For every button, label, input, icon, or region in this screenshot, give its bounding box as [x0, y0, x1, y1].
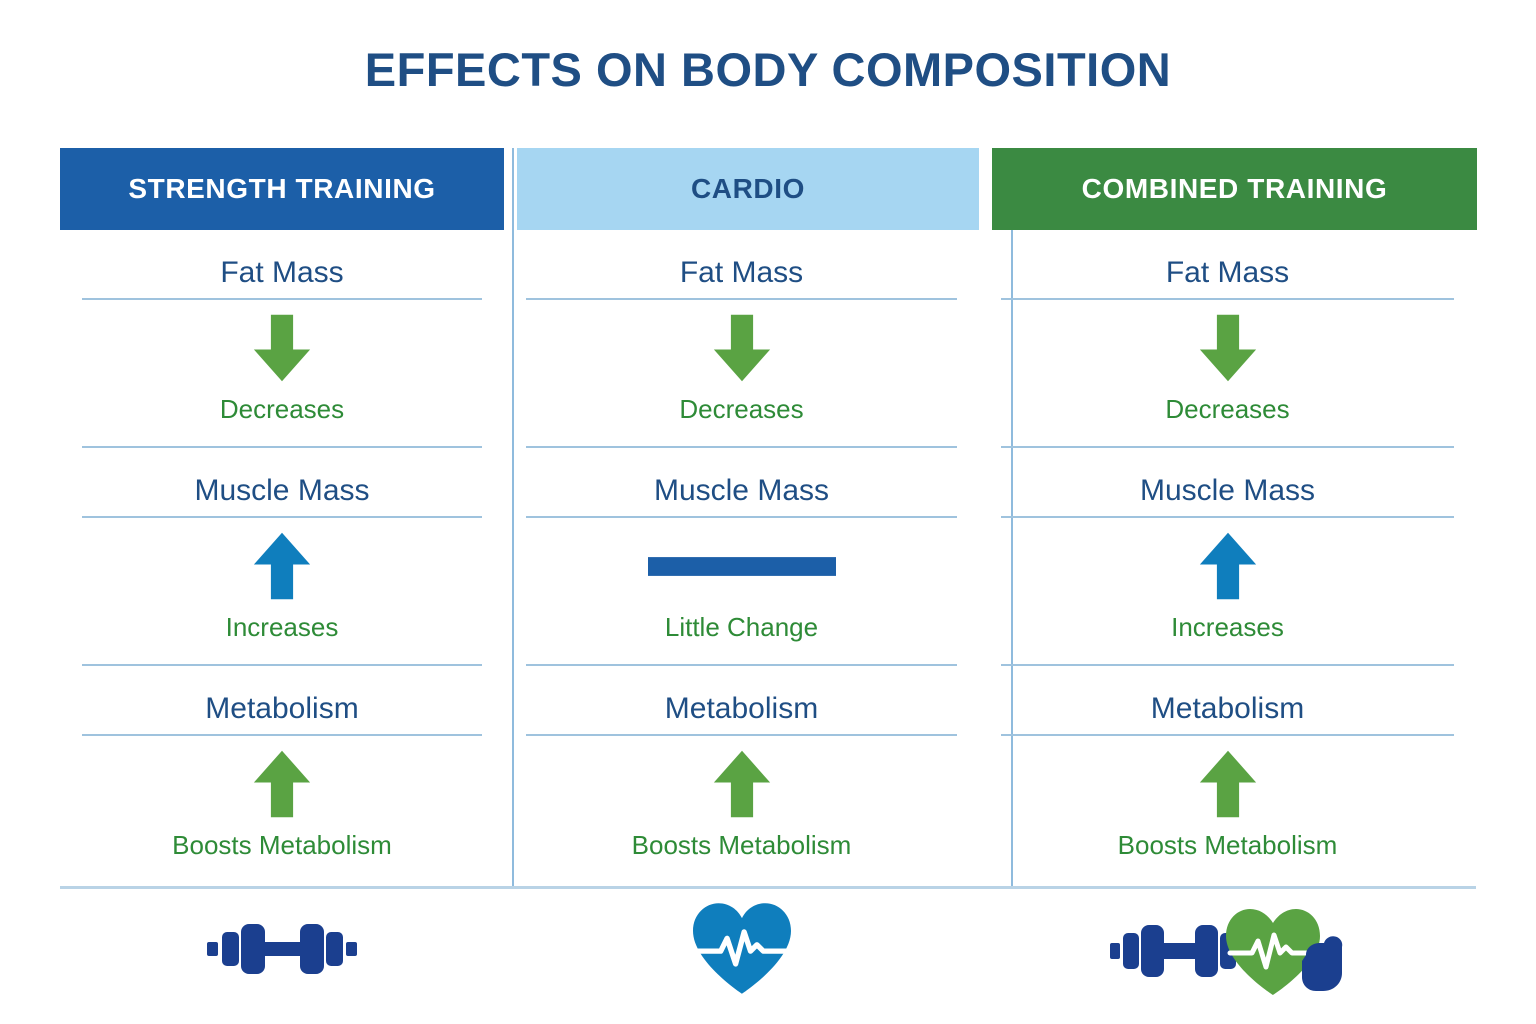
metric-section-metabolism: Metabolism Boosts Metabolism	[1001, 666, 1454, 882]
footer-divider	[60, 886, 1476, 889]
indicator-arrow-down-green	[1191, 300, 1265, 396]
indicator-arrow-down-green	[245, 300, 319, 396]
effect-label: Increases	[225, 612, 339, 642]
metric-underline	[82, 298, 482, 300]
heart-part	[1225, 909, 1320, 995]
metric-section-fat-mass: Fat Mass Decreases	[1001, 230, 1454, 448]
metric-label: Muscle Mass	[653, 474, 830, 507]
arrow-up-icon	[1199, 750, 1256, 818]
indicator-arrow-up-green	[705, 736, 779, 832]
metric-section-metabolism: Metabolism Boosts Metabolism	[526, 666, 957, 882]
footer-icon-cell-strength	[60, 889, 504, 1009]
section-divider	[526, 446, 957, 448]
effect-label: Decreases	[219, 394, 345, 424]
column-header-cardio: CARDIO	[517, 148, 979, 230]
effect-label: Boosts Metabolism	[1117, 830, 1338, 860]
effect-label: Little Change	[664, 612, 819, 642]
effect-label: Boosts Metabolism	[172, 830, 392, 860]
metric-underline	[1001, 734, 1454, 736]
footer-icon-cell-combined	[979, 889, 1476, 1009]
metric-label: Muscle Mass	[1139, 474, 1316, 507]
arrow-up-icon	[713, 750, 770, 818]
metric-underline	[82, 734, 482, 736]
metric-section-muscle-mass: Muscle Mass Increases	[82, 448, 482, 666]
indicator-arrow-up-blue	[1191, 518, 1265, 614]
heart-pulse-icon	[691, 903, 792, 994]
metric-underline	[1001, 298, 1454, 300]
arrow-down-icon	[253, 314, 311, 382]
indicator-arrow-up-green	[245, 736, 319, 832]
column-body-cardio: Fat Mass Decreases Muscle Mass	[504, 230, 979, 988]
metric-section-muscle-mass: Muscle Mass Little Change	[526, 448, 957, 666]
column-cardio: CARDIO Fat Mass Decreases Musc	[504, 148, 979, 988]
section-divider	[82, 446, 482, 448]
indicator-arrow-up-green	[1191, 736, 1265, 832]
column-header-combined-training: COMBINED TRAINING	[992, 148, 1477, 230]
page-title: EFFECTS ON BODY COMPOSITION	[364, 43, 1172, 96]
arrow-up-icon	[253, 750, 311, 818]
metric-label: Fat Mass	[679, 256, 804, 289]
metric-section-muscle-mass: Muscle Mass Increases	[1001, 448, 1454, 666]
column-combined-training: COMBINED TRAINING Fat Mass Decreases	[979, 148, 1477, 988]
comparison-board: STRENGTH TRAINING Fat Mass Decreases	[60, 148, 1477, 988]
footer-icon-cell-cardio	[504, 889, 979, 1009]
metric-section-metabolism: Metabolism Boosts Metabolism	[82, 666, 482, 882]
column-divider-2	[1011, 148, 1013, 888]
flat-bar-icon	[647, 556, 836, 576]
arrow-down-icon	[1199, 314, 1256, 382]
effect-label: Decreases	[1165, 394, 1290, 424]
fist-part	[1301, 936, 1342, 991]
metric-section-fat-mass: Fat Mass Decreases	[82, 230, 482, 448]
indicator-arrow-down-green	[705, 300, 779, 396]
indicator-arrow-up-blue	[245, 518, 319, 614]
effect-label: Boosts Metabolism	[631, 830, 852, 860]
metric-label: Metabolism	[1150, 692, 1305, 725]
section-divider	[82, 664, 482, 666]
effect-label: Decreases	[679, 394, 804, 424]
metric-underline	[1001, 516, 1454, 518]
section-divider	[1001, 664, 1454, 666]
column-divider-1	[512, 148, 514, 888]
dumbbell-heart-fist-icon	[1109, 909, 1342, 995]
column-header-strength-training: STRENGTH TRAINING	[60, 148, 504, 230]
arrow-up-icon	[1199, 532, 1256, 600]
footer-icons-row	[60, 889, 1476, 1009]
metric-section-fat-mass: Fat Mass Decreases	[526, 230, 957, 448]
metric-label: Fat Mass	[220, 256, 344, 289]
column-strength-training: STRENGTH TRAINING Fat Mass Decreases	[60, 148, 504, 988]
arrow-up-icon	[253, 532, 311, 600]
dumbbell-icon	[207, 924, 357, 974]
metric-underline	[526, 734, 957, 736]
indicator-flat-bar-blue	[647, 518, 836, 614]
column-body-combined-training: Fat Mass Decreases Muscle Mass	[979, 230, 1476, 988]
metric-label: Metabolism	[664, 692, 819, 725]
section-divider	[1001, 446, 1454, 448]
effect-label: Increases	[1171, 612, 1284, 642]
column-body-strength-training: Fat Mass Decreases Muscle Mass	[60, 230, 504, 988]
metric-label: Muscle Mass	[194, 474, 370, 507]
section-divider	[526, 664, 957, 666]
metric-underline	[82, 516, 482, 518]
dumbbell-part	[1109, 925, 1236, 977]
arrow-down-icon	[713, 314, 770, 382]
metric-underline	[526, 516, 957, 518]
metric-underline	[526, 298, 957, 300]
metric-label: Metabolism	[205, 692, 359, 725]
metric-label: Fat Mass	[1165, 256, 1290, 289]
